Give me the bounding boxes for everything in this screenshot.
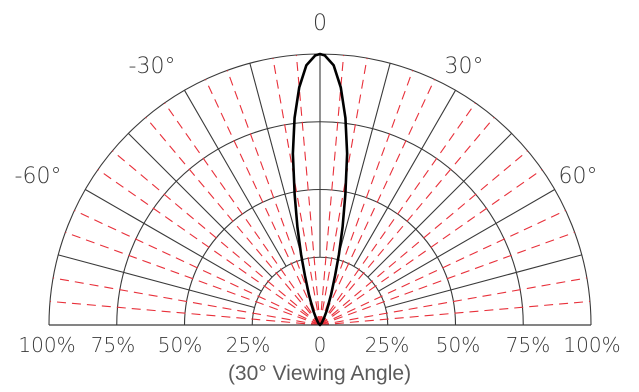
dashed-spoke [319,70,414,326]
dashed-spoke [319,58,368,326]
dashed-spoke [319,277,587,326]
grid-spoke [353,90,456,267]
grid-spoke [85,189,262,292]
dashed-spoke [319,79,436,326]
angle-label: 30° [445,54,484,79]
dashed-spoke [49,300,321,326]
radial-tick-label: 50% [158,333,202,357]
dashed-spoke [204,79,321,326]
radial-tick-label: 75% [506,333,550,357]
grid-spoke [249,63,304,260]
dashed-spoke [65,231,321,326]
radial-tick-label: 100% [563,333,620,357]
radial-tick-label: 75% [91,333,135,357]
dashed-spoke [97,169,321,326]
radial-tick-label: 50% [436,333,480,357]
grid-spoke [127,132,273,278]
radial-tick-label: 0 [314,333,327,357]
dashed-spoke [112,150,321,326]
chart-caption: (30° Viewing Angle) [227,362,412,385]
grid-spoke [378,189,555,292]
dashed-spoke [272,58,321,326]
dashed-spoke [319,231,575,326]
radial-tick-label: 25% [226,333,270,357]
dashed-spoke [295,54,321,326]
angle-label: 60° [559,164,598,189]
dashed-spoke [319,169,543,326]
grid-spoke [184,90,287,267]
grid-spoke [336,63,391,260]
grid-spoke [385,254,582,309]
radial-tick-label: 25% [365,333,409,357]
grid-spoke [367,132,513,278]
grid-circle [251,256,389,326]
grid-spoke [58,254,255,309]
dashed-spoke [319,209,566,326]
dashed-spoke [319,117,495,326]
dashed-spoke [74,209,321,326]
dashed-spoke [319,102,476,326]
dashed-spoke [164,102,321,326]
dashed-spoke [319,300,591,326]
dashed-spoke [226,70,321,326]
dashed-spoke [53,277,321,326]
angle-label: -30° [129,54,176,79]
radial-tick-label: 100% [18,333,75,357]
dashed-spoke [319,54,345,326]
angle-label: -60° [15,164,62,189]
dashed-spoke [145,117,321,326]
radiation-pattern-curve [291,52,349,327]
dashed-spoke [319,150,528,326]
angle-label: 0 [313,11,327,36]
